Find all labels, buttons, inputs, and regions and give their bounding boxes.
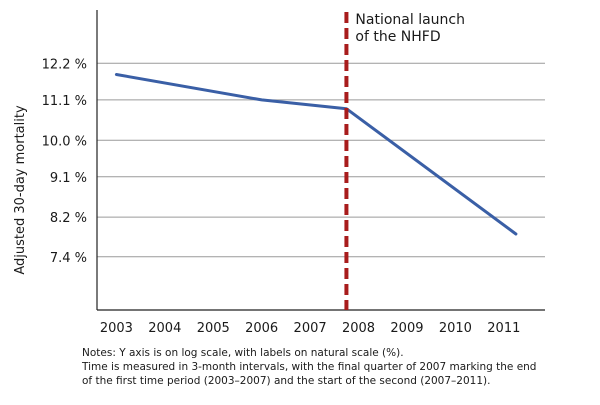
x-tick-label: 2007: [294, 321, 327, 336]
launch-annotation: National launch: [355, 12, 465, 28]
launch-annotation: of the NHFD: [355, 29, 440, 45]
y-tick-label: 11.1 %: [42, 94, 87, 109]
x-tick-labels: 2003 2004 2005 2006 2007 2008 2009 2010 2011: [100, 321, 521, 336]
note-line: Notes: Y axis is on log scale, with labe…: [82, 347, 404, 359]
x-tick-label: 2003: [100, 321, 133, 336]
axes: [96, 10, 545, 311]
note-line: of the first time period (2003–2007) and…: [82, 375, 491, 387]
y-tick-label: 8.2 %: [50, 211, 87, 226]
x-tick-label: 2005: [197, 321, 230, 336]
x-tick-label: 2011: [487, 321, 520, 336]
chart-notes: Notes: Y axis is on log scale, with labe…: [82, 346, 597, 388]
y-tick-label: 9.1 %: [50, 171, 87, 186]
series-line: [114, 73, 518, 236]
grid-lines: [97, 62, 545, 258]
y-tick-label: 7.4 %: [50, 251, 87, 266]
x-tick-label: 2006: [245, 321, 278, 336]
line-chart: 12.2 %11.1 %10.0 %9.1 %8.2 %7.4 % 2003 20…: [13, 10, 545, 336]
y-axis-label: Adjusted 30-day mortality: [13, 105, 28, 275]
x-tick-label: 2008: [342, 321, 375, 336]
y-tick-label: 10.0 %: [42, 134, 87, 149]
x-tick-label: 2004: [148, 321, 181, 336]
y-tick-labels: 12.2 % 11.1 % 10.0 % 9.1 % 8.2 % 7.4 %: [42, 57, 87, 266]
x-tick-label: 2010: [439, 321, 472, 336]
y-tick-label: 12.2 %: [42, 57, 87, 72]
x-tick-label: 2009: [390, 321, 423, 336]
series-layer: [114, 73, 518, 236]
note-line: Time is measured in 3-month intervals, w…: [82, 361, 537, 373]
